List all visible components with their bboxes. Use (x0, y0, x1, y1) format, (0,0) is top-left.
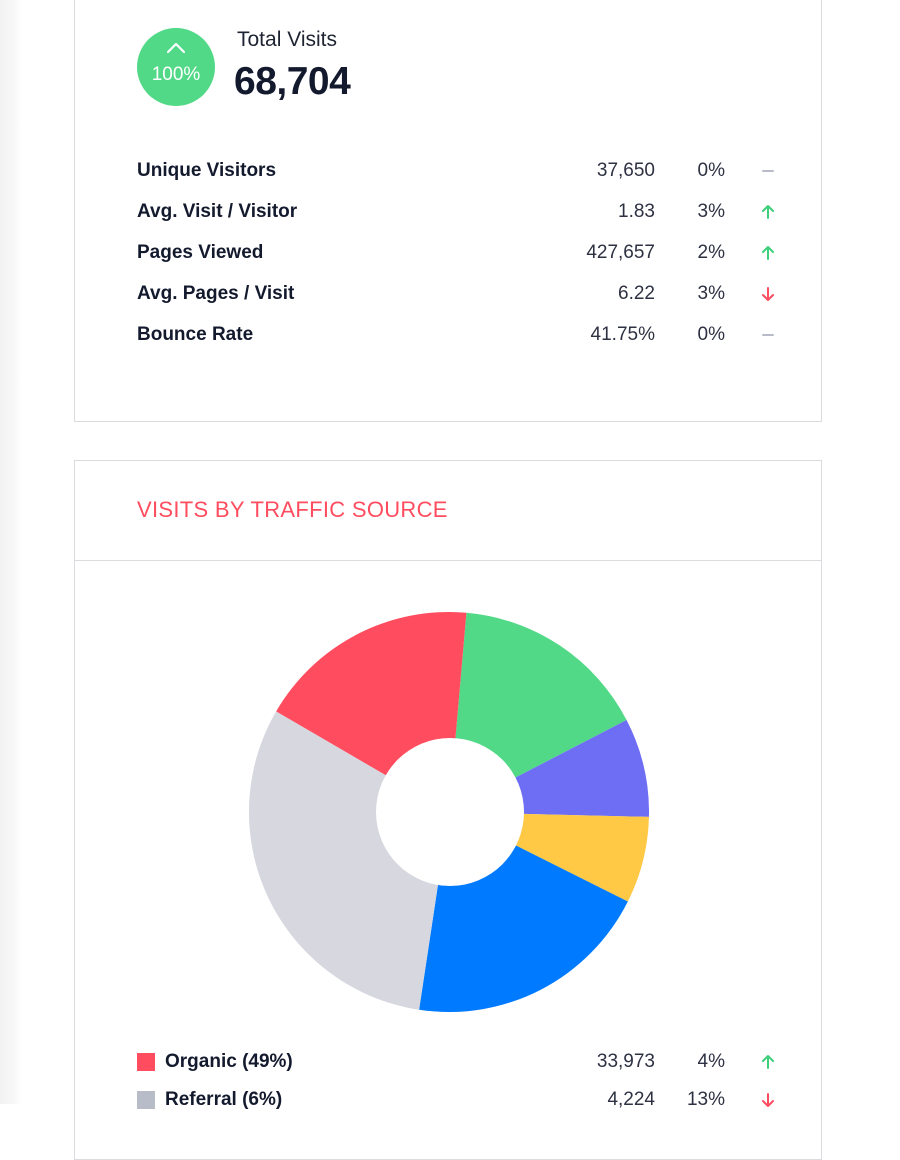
metric-row-avg-visit-per-visitor: Avg. Visit / Visitor 1.83 3% (137, 199, 777, 240)
arrow-up-icon (762, 246, 774, 260)
metric-label: Bounce Rate (137, 324, 254, 345)
legend-change: 13% (686, 1089, 725, 1110)
arrow-up-icon (762, 1055, 774, 1069)
arrow-down-icon (762, 1093, 774, 1107)
metric-row-bounce-rate: Bounce Rate 41.75% 0% (137, 322, 777, 363)
section-title: VISITS BY TRAFFIC SOURCE (137, 497, 448, 522)
legend-label: Organic (49%) (165, 1051, 293, 1072)
metric-row-pages-viewed: Pages Viewed 427,657 2% (137, 240, 777, 281)
chevron-up-icon (166, 42, 186, 54)
trend-flat-icon (762, 170, 774, 172)
change-badge-value: 100% (151, 64, 201, 85)
metric-change: 0% (697, 160, 725, 181)
divider (75, 560, 821, 561)
page-left-margin (0, 0, 22, 1104)
trend-flat-icon (762, 334, 774, 336)
metric-value: 41.75% (590, 324, 655, 345)
legend-swatch-organic (137, 1053, 155, 1071)
traffic-source-donut-chart (249, 612, 649, 1012)
legend-swatch-referral (137, 1091, 155, 1109)
metric-label: Pages Viewed (137, 242, 264, 263)
legend-value: 4,224 (607, 1089, 655, 1110)
metric-change: 3% (697, 201, 725, 222)
traffic-source-card: VISITS BY TRAFFIC SOURCE Organic (49%) 3… (74, 460, 822, 1160)
legend-row-organic: Organic (49%) 33,973 4% (137, 1049, 777, 1087)
metric-label: Avg. Pages / Visit (137, 283, 295, 304)
metric-value: 1.83 (618, 201, 655, 222)
change-badge: 100% (137, 28, 215, 106)
metric-value: 6.22 (618, 283, 655, 304)
metric-change: 0% (697, 324, 725, 345)
metric-change: 3% (697, 283, 725, 304)
metrics-table: Unique Visitors 37,650 0% Avg. Visit / V… (137, 158, 777, 363)
legend-value: 33,973 (596, 1051, 655, 1072)
metric-value: 427,657 (586, 242, 655, 263)
metric-row-unique-visitors: Unique Visitors 37,650 0% (137, 158, 777, 199)
metric-change: 2% (697, 242, 725, 263)
arrow-down-icon (762, 287, 774, 301)
legend-row-referral: Referral (6%) 4,224 13% (137, 1087, 777, 1125)
total-visits-card: 100% Total Visits 68,704 Unique Visitors… (74, 0, 822, 422)
total-visits-label: Total Visits (237, 28, 337, 51)
legend-change: 4% (697, 1051, 725, 1072)
arrow-up-icon (762, 205, 774, 219)
metric-label: Unique Visitors (137, 160, 277, 181)
total-visits-value: 68,704 (234, 60, 351, 103)
metric-row-avg-pages-per-visit: Avg. Pages / Visit 6.22 3% (137, 281, 777, 322)
legend-label: Referral (6%) (165, 1089, 283, 1110)
metric-value: 37,650 (596, 160, 655, 181)
traffic-source-legend: Organic (49%) 33,973 4% Referral (6%) 4,… (137, 1049, 777, 1125)
metric-label: Avg. Visit / Visitor (137, 201, 298, 222)
donut-hole (376, 738, 524, 886)
